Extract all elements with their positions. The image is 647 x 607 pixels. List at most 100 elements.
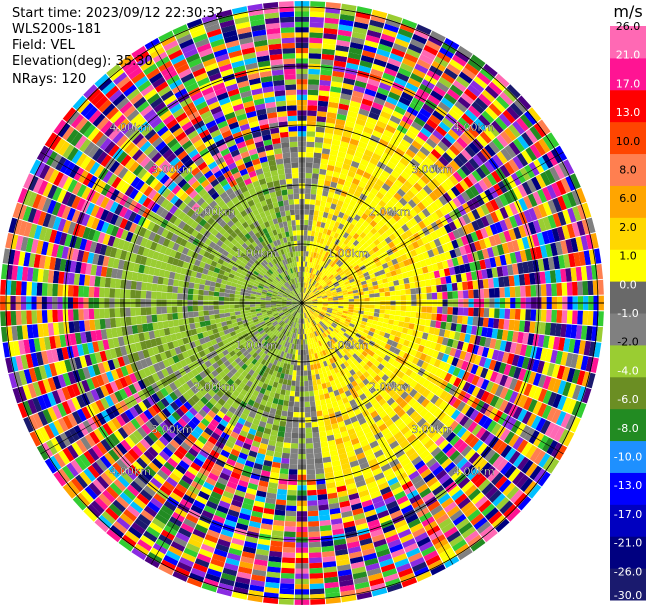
velocity-gate bbox=[203, 505, 216, 515]
velocity-gate bbox=[216, 359, 224, 367]
velocity-gate bbox=[138, 369, 147, 379]
velocity-gate bbox=[307, 235, 311, 242]
velocity-gate bbox=[337, 34, 351, 42]
velocity-gate bbox=[373, 500, 386, 510]
velocity-gate bbox=[447, 365, 456, 375]
velocity-gate bbox=[307, 84, 319, 91]
velocity-gate bbox=[90, 401, 101, 415]
velocity-gate bbox=[305, 178, 312, 184]
velocity-gate bbox=[378, 423, 388, 432]
velocity-gate bbox=[503, 319, 510, 330]
velocity-gate bbox=[521, 442, 533, 457]
velocity-gate bbox=[203, 336, 211, 343]
velocity-gate bbox=[565, 415, 577, 431]
velocity-gate bbox=[438, 195, 448, 206]
velocity-gate bbox=[368, 572, 383, 582]
velocity-gate bbox=[427, 167, 438, 178]
velocity-gate bbox=[211, 385, 220, 394]
velocity-gate bbox=[588, 249, 597, 265]
velocity-gate bbox=[583, 340, 592, 356]
velocity-gate bbox=[359, 277, 366, 283]
velocity-gate bbox=[479, 462, 492, 475]
velocity-gate bbox=[275, 316, 281, 321]
velocity-gate bbox=[329, 316, 335, 321]
velocity-gate bbox=[337, 490, 348, 498]
velocity-gate bbox=[476, 71, 492, 85]
velocity-gate bbox=[157, 344, 165, 354]
velocity-gate bbox=[211, 362, 220, 370]
velocity-gate bbox=[351, 252, 358, 259]
velocity-gate bbox=[353, 512, 366, 521]
velocity-gate bbox=[323, 27, 338, 35]
velocity-gate bbox=[356, 168, 365, 177]
velocity-gate bbox=[409, 410, 419, 420]
velocity-gate bbox=[461, 480, 474, 493]
velocity-gate bbox=[306, 312, 310, 318]
velocity-gate bbox=[367, 162, 377, 171]
velocity-gate bbox=[499, 219, 509, 232]
velocity-gate bbox=[445, 163, 457, 175]
velocity-gate bbox=[441, 314, 448, 322]
velocity-gate bbox=[283, 437, 292, 444]
velocity-gate bbox=[304, 401, 311, 408]
velocity-gate bbox=[325, 381, 332, 388]
velocity-gate bbox=[150, 477, 163, 489]
velocity-gate bbox=[494, 116, 508, 131]
velocity-gate bbox=[419, 280, 426, 288]
velocity-gate bbox=[498, 194, 509, 207]
velocity-gate bbox=[467, 468, 480, 481]
velocity-gate bbox=[330, 81, 343, 88]
velocity-gate bbox=[307, 303, 313, 305]
velocity-gate bbox=[335, 118, 346, 126]
velocity-gate bbox=[71, 383, 81, 397]
velocity-gate bbox=[333, 432, 342, 440]
velocity-gate bbox=[244, 335, 251, 342]
velocity-gate bbox=[546, 458, 560, 474]
velocity-gate bbox=[407, 243, 415, 252]
velocity-gate bbox=[315, 258, 320, 265]
velocity-gate bbox=[436, 292, 443, 300]
velocity-gate bbox=[98, 493, 112, 507]
velocity-gate bbox=[381, 232, 389, 240]
velocity-gate bbox=[308, 214, 314, 221]
velocity-gate bbox=[136, 493, 150, 506]
velocity-gate bbox=[149, 355, 158, 365]
velocity-gate bbox=[280, 415, 287, 422]
velocity-gate bbox=[362, 153, 372, 162]
velocity-gate bbox=[385, 62, 400, 72]
velocity-gate bbox=[400, 504, 414, 515]
velocity-gate bbox=[306, 261, 310, 268]
velocity-gate bbox=[119, 492, 133, 505]
velocity-gate bbox=[324, 22, 339, 30]
velocity-gate bbox=[306, 317, 309, 323]
velocity-gate bbox=[366, 223, 374, 232]
velocity-gate bbox=[321, 295, 328, 299]
velocity-gate bbox=[355, 185, 364, 194]
velocity-gate bbox=[450, 322, 457, 332]
velocity-gate bbox=[311, 306, 317, 309]
velocity-gate bbox=[501, 265, 509, 277]
velocity-gate bbox=[310, 315, 314, 321]
velocity-gate bbox=[309, 343, 313, 350]
velocity-gate bbox=[306, 305, 312, 308]
velocity-gate bbox=[306, 299, 312, 302]
velocity-gate bbox=[312, 358, 317, 365]
velocity-gate bbox=[192, 562, 208, 573]
velocity-gate bbox=[582, 280, 589, 296]
velocity-gate bbox=[286, 363, 291, 370]
velocity-gate bbox=[316, 294, 322, 297]
velocity-gate bbox=[392, 384, 401, 393]
velocity-gate bbox=[468, 307, 474, 317]
velocity-gate bbox=[320, 69, 333, 76]
velocity-gate bbox=[213, 332, 221, 339]
velocity-gate bbox=[308, 262, 312, 268]
velocity-gate bbox=[576, 220, 586, 236]
velocity-gate bbox=[489, 257, 497, 268]
velocity-gate bbox=[327, 386, 334, 393]
velocity-gate bbox=[393, 405, 403, 414]
velocity-gate bbox=[246, 415, 254, 424]
velocity-gate bbox=[210, 418, 220, 428]
velocity-gate bbox=[251, 365, 258, 372]
velocity-gate bbox=[252, 346, 259, 353]
velocity-gate bbox=[450, 409, 461, 421]
